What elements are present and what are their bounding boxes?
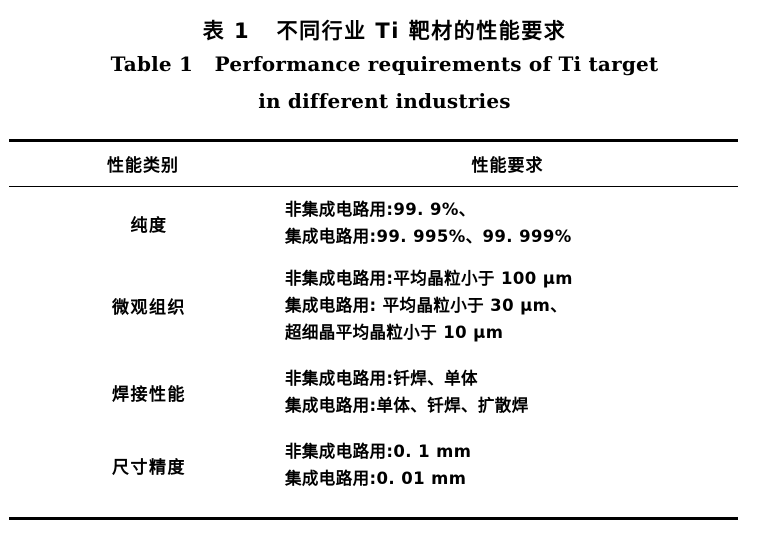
row-category-microstructure: 微观组织 (112, 297, 186, 318)
table: 性能类别 性能要求 纯度 非集成电路用:99. 9%、 集成电路用:99. 99… (9, 139, 738, 499)
table-bottom-rule (9, 517, 738, 520)
table-row: 纯度 非集成电路用:99. 9%、 集成电路用:99. 995%、99. 999… (9, 187, 738, 256)
performance-requirements-table: 性能类别 性能要求 纯度 非集成电路用:99. 9%、 集成电路用:99. 99… (9, 139, 738, 499)
requirement-line: 非集成电路用:0. 1 mm (285, 442, 472, 461)
table-row: 微观组织 非集成电路用:平均晶粒小于 100 μm 集成电路用: 平均晶粒小于 … (9, 255, 738, 353)
column-header-category: 性能类别 (9, 139, 277, 187)
requirement-line: 集成电路用:0. 01 mm (285, 469, 467, 488)
caption-english-line-1: Table 1 Performance requirements of Ti t… (110, 52, 659, 76)
table-caption: 表 1 不同行业 Ti 靶材的性能要求 Table 1 Performance … (0, 16, 769, 120)
requirement-line: 非集成电路用:平均晶粒小于 100 μm (285, 268, 573, 288)
requirement-line: 集成电路用: 平均晶粒小于 30 μm、 (285, 295, 568, 315)
requirement-line: 集成电路用:99. 995%、99. 999% (285, 227, 572, 246)
row-category-welding: 焊接性能 (112, 384, 186, 405)
row-category-purity: 纯度 (130, 215, 168, 236)
table-row: 尺寸精度 非集成电路用:0. 1 mm 集成电路用:0. 01 mm (9, 427, 738, 499)
row-requirement-welding: 非集成电路用:钎焊、单体 集成电路用:单体、钎焊、扩散焊 (277, 353, 738, 427)
row-requirement-purity: 非集成电路用:99. 9%、 集成电路用:99. 995%、99. 999% (277, 187, 738, 256)
column-header-requirement: 性能要求 (277, 139, 738, 187)
table-body: 纯度 非集成电路用:99. 9%、 集成电路用:99. 995%、99. 999… (9, 187, 738, 500)
requirement-line: 超细晶平均晶粒小于 10 μm (285, 322, 504, 342)
requirement-line: 非集成电路用:钎焊、单体 (285, 369, 478, 388)
requirement-line: 非集成电路用:99. 9%、 (285, 200, 476, 219)
row-category-dimensional-accuracy: 尺寸精度 (112, 457, 186, 478)
row-requirement-dimensional-accuracy: 非集成电路用:0. 1 mm 集成电路用:0. 01 mm (277, 427, 738, 499)
row-requirement-microstructure: 非集成电路用:平均晶粒小于 100 μm 集成电路用: 平均晶粒小于 30 μm… (277, 255, 738, 353)
table-header-row: 性能类别 性能要求 (9, 139, 738, 187)
table-row: 焊接性能 非集成电路用:钎焊、单体 集成电路用:单体、钎焊、扩散焊 (9, 353, 738, 427)
caption-english-line-2: in different industries (258, 89, 511, 113)
table-header: 性能类别 性能要求 (9, 139, 738, 187)
caption-chinese: 表 1 不同行业 Ti 靶材的性能要求 (202, 19, 567, 43)
requirement-line: 集成电路用:单体、钎焊、扩散焊 (285, 396, 529, 415)
